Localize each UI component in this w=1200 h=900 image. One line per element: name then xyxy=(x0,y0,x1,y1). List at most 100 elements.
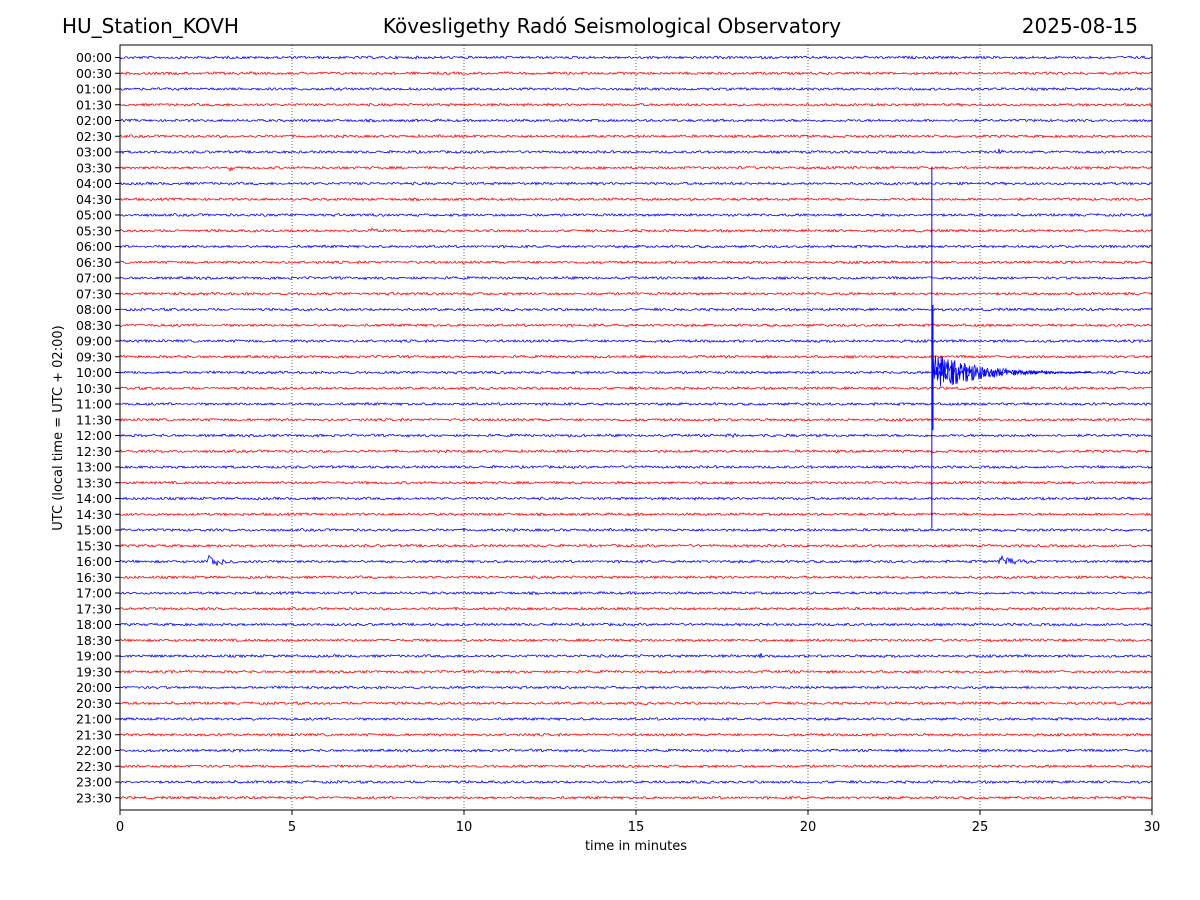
y-tick-label: 19:00 xyxy=(76,649,112,664)
trace-0730 xyxy=(119,291,1153,297)
trace-0030 xyxy=(119,70,1153,76)
y-tick-label: 19:30 xyxy=(76,664,112,679)
y-tick-label: 11:30 xyxy=(76,412,112,427)
x-tick-labels: 0 5 10 15 20 25 30 xyxy=(116,810,1160,835)
trace-1930 xyxy=(119,669,1153,675)
y-tick-label: 00:30 xyxy=(76,66,112,81)
chart-date: 2025-08-15 xyxy=(1021,14,1138,38)
x-tick-label: 25 xyxy=(972,820,989,835)
trace-1600 xyxy=(119,554,1153,566)
trace-0530 xyxy=(119,227,1153,233)
trace-1630 xyxy=(119,574,1153,580)
trace-1130 xyxy=(119,417,1153,423)
trace-2000 xyxy=(119,685,1153,690)
y-tick-label: 23:00 xyxy=(76,775,112,790)
y-tick-label: 13:30 xyxy=(76,475,112,490)
y-axis-label: UTC (local time = UTC + 02:00) xyxy=(51,325,66,530)
trace-1730 xyxy=(119,606,1153,611)
trace-group xyxy=(119,55,1153,801)
trace-0130 xyxy=(119,102,1153,108)
trace-2130 xyxy=(119,732,1153,738)
y-tick-label: 08:00 xyxy=(76,302,112,317)
trace-0100 xyxy=(119,86,1153,92)
chart-title: Kövesligethy Radó Seismological Observat… xyxy=(382,14,842,38)
trace-0200 xyxy=(119,118,1153,123)
y-tick-label: 10:30 xyxy=(76,381,112,396)
trace-2200 xyxy=(119,748,1153,753)
y-tick-label: 16:00 xyxy=(76,554,112,569)
trace-0900 xyxy=(119,338,1153,344)
y-tick-label: 22:00 xyxy=(76,743,112,758)
trace-0930 xyxy=(119,354,1153,360)
y-tick-label: 14:00 xyxy=(76,491,112,506)
y-tick-label: 17:00 xyxy=(76,586,112,601)
y-tick-label: 22:30 xyxy=(76,759,112,774)
x-tick-label: 10 xyxy=(456,820,473,835)
y-tick-label: 04:30 xyxy=(76,192,112,207)
y-tick-label: 04:00 xyxy=(76,176,112,191)
event-coda xyxy=(931,351,1093,392)
y-tick-label: 21:30 xyxy=(76,727,112,742)
y-tick-label: 07:30 xyxy=(76,286,112,301)
trace-0000 xyxy=(119,55,1153,60)
y-tick-labels: 00:0000:3001:0001:3002:0002:3003:0003:30… xyxy=(76,50,120,805)
y-tick-label: 03:30 xyxy=(76,160,112,175)
y-tick-label: 05:30 xyxy=(76,223,112,238)
y-tick-label: 12:00 xyxy=(76,428,112,443)
trace-1700 xyxy=(119,590,1153,596)
trace-0700 xyxy=(119,275,1153,281)
trace-1830 xyxy=(119,637,1153,643)
x-tick-label: 15 xyxy=(628,820,645,835)
trace-0500 xyxy=(119,212,1153,218)
trace-0400 xyxy=(119,181,1153,186)
y-tick-label: 16:30 xyxy=(76,570,112,585)
y-tick-label: 02:00 xyxy=(76,113,112,128)
y-tick-label: 09:00 xyxy=(76,334,112,349)
trace-1200 xyxy=(119,432,1153,439)
trace-1030 xyxy=(119,385,1153,391)
x-tick-label: 20 xyxy=(800,820,817,835)
x-axis-label: time in minutes xyxy=(585,839,687,854)
y-tick-label: 03:00 xyxy=(76,145,112,160)
trace-2100 xyxy=(119,716,1153,722)
y-tick-label: 20:30 xyxy=(76,696,112,711)
y-tick-label: 02:30 xyxy=(76,129,112,144)
x-tick-label: 30 xyxy=(1144,820,1161,835)
y-tick-label: 20:00 xyxy=(76,680,112,695)
y-tick-label: 23:30 xyxy=(76,790,112,805)
vertical-grid xyxy=(291,45,981,810)
y-tick-label: 10:00 xyxy=(76,365,112,380)
x-tick-label: 0 xyxy=(116,820,124,835)
trace-0230 xyxy=(119,133,1153,139)
y-tick-label: 15:30 xyxy=(76,538,112,553)
y-tick-label: 11:00 xyxy=(76,397,112,412)
y-tick-label: 12:30 xyxy=(76,444,112,459)
y-tick-label: 00:00 xyxy=(76,50,112,65)
trace-2030 xyxy=(119,700,1153,706)
y-tick-label: 05:00 xyxy=(76,208,112,223)
y-tick-label: 17:30 xyxy=(76,601,112,616)
trace-0330 xyxy=(119,165,1153,173)
trace-1230 xyxy=(119,448,1153,454)
trace-0600 xyxy=(119,244,1153,249)
station-name: HU_Station_KOVH xyxy=(62,14,239,38)
y-tick-label: 15:00 xyxy=(76,523,112,538)
trace-0430 xyxy=(119,196,1153,202)
y-tick-label: 18:00 xyxy=(76,617,112,632)
trace-2230 xyxy=(119,763,1153,769)
trace-2330 xyxy=(119,795,1153,801)
trace-0300 xyxy=(119,148,1153,155)
trace-1100 xyxy=(119,401,1153,407)
trace-2300 xyxy=(119,779,1153,785)
trace-1430 xyxy=(119,511,1153,517)
trace-1000 xyxy=(119,360,1153,384)
trace-1500 xyxy=(119,527,1153,533)
y-tick-label: 06:00 xyxy=(76,239,112,254)
trace-0630 xyxy=(119,259,1153,265)
x-tick-label: 5 xyxy=(288,820,296,835)
y-tick-label: 21:00 xyxy=(76,712,112,727)
y-tick-label: 07:00 xyxy=(76,271,112,286)
y-tick-label: 01:30 xyxy=(76,97,112,112)
trace-1900 xyxy=(119,653,1153,660)
